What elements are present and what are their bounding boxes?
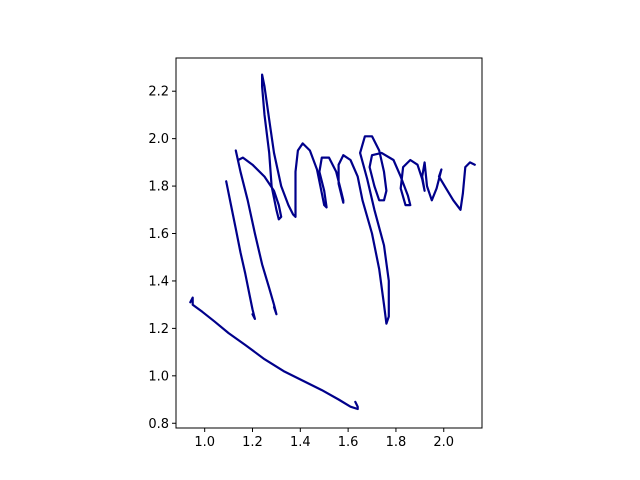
x-tick-label: 1.8: [386, 435, 407, 450]
stroke-1: [225, 180, 256, 320]
y-axis: 0.8 1.0 1.2 1.4 1.6 1.8 2.0 2.2: [148, 85, 176, 432]
stroke-2: [234, 149, 278, 316]
y-tick-label: 1.2: [148, 322, 169, 337]
y-tick-label: 1.0: [148, 369, 169, 384]
stroke-4: [189, 296, 359, 411]
x-tick-label: 1.4: [290, 435, 311, 450]
plot-lines: [189, 73, 476, 411]
y-tick-label: 0.8: [148, 417, 169, 432]
axes-frame: [175, 57, 483, 429]
x-tick-label: 2.0: [433, 435, 454, 450]
y-tick-label: 1.6: [148, 227, 169, 242]
y-tick-label: 1.8: [148, 180, 169, 195]
y-tick-label: 2.2: [148, 85, 169, 100]
x-tick-label: 1.2: [242, 435, 263, 450]
x-tick-label: 1.6: [338, 435, 359, 450]
y-tick-label: 1.4: [148, 274, 169, 289]
x-tick-label: 1.0: [194, 435, 215, 450]
x-axis: 1.0 1.2 1.4 1.6 1.8 2.0: [194, 428, 454, 450]
y-tick-label: 2.0: [148, 132, 169, 147]
stroke-3: [237, 73, 476, 325]
